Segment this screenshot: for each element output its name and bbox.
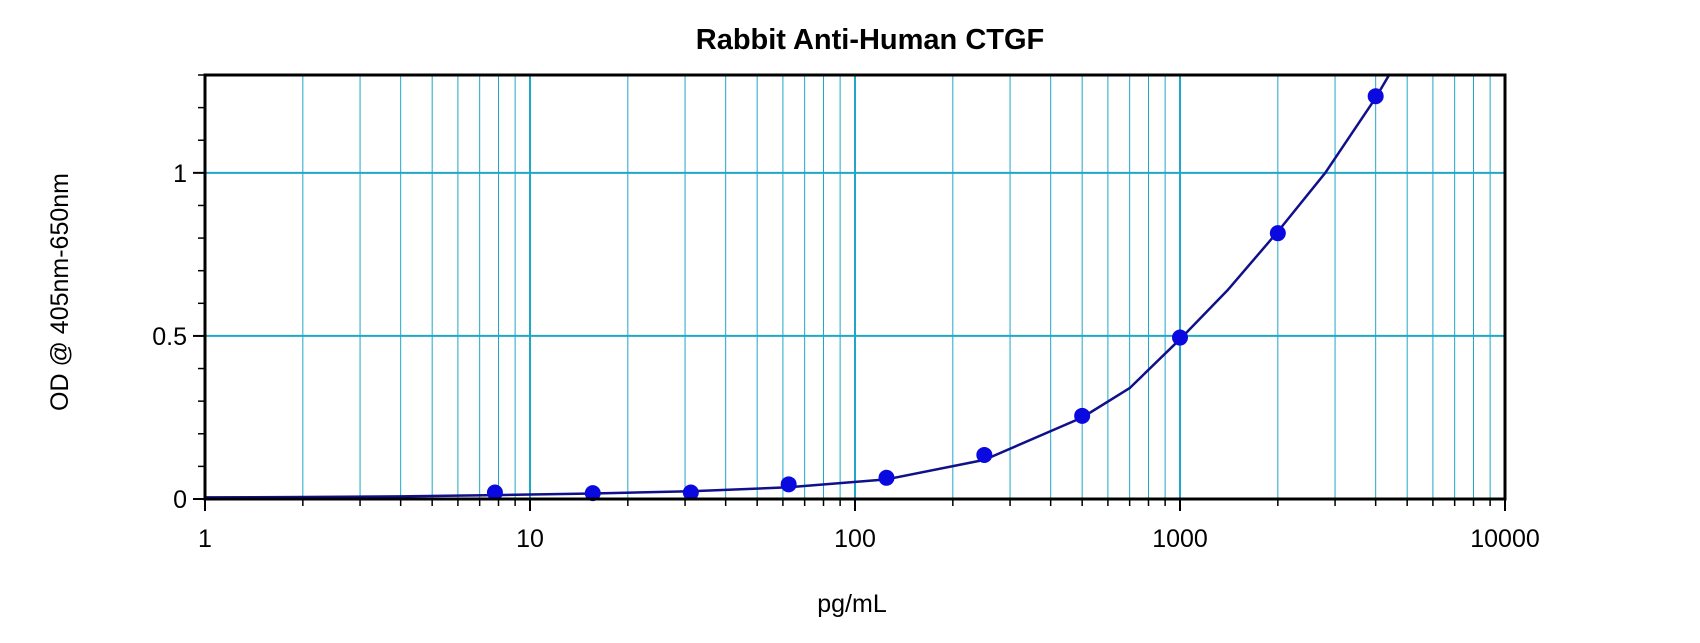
data-point	[1172, 329, 1188, 346]
x-tick-label: 1000	[1152, 525, 1208, 553]
data-point	[486, 484, 503, 501]
y-tick-label: 1	[173, 160, 187, 188]
x-tick-label: 100	[834, 525, 876, 553]
data-point	[1367, 88, 1384, 105]
fit-curve-layer	[205, 75, 1391, 499]
data-point	[976, 446, 993, 463]
x-tick-label: 10	[516, 525, 544, 553]
fit-curve	[205, 75, 1391, 499]
chart-title: Rabbit Anti-Human CTGF	[696, 24, 1045, 56]
data-point	[878, 469, 895, 486]
data-point	[682, 484, 699, 501]
y-tick-label: 0	[173, 486, 187, 514]
data-point	[780, 476, 797, 493]
x-tick-label: 1	[198, 525, 212, 553]
y-tick-label: 0.5	[152, 323, 187, 351]
x-axis-label: pg/mL	[817, 590, 887, 618]
axis-ticks: 1 10 100 1000 10000 0 0.5 1	[152, 74, 1540, 553]
data-point	[584, 485, 601, 502]
grid	[204, 75, 1506, 499]
x-tick-label: 10000	[1470, 525, 1540, 553]
data-point	[1074, 407, 1091, 424]
plot-frame	[203, 73, 1507, 501]
data-points	[486, 88, 1384, 502]
y-axis-label: OD @ 405nm-650nm	[46, 173, 74, 411]
data-point	[1269, 225, 1286, 242]
